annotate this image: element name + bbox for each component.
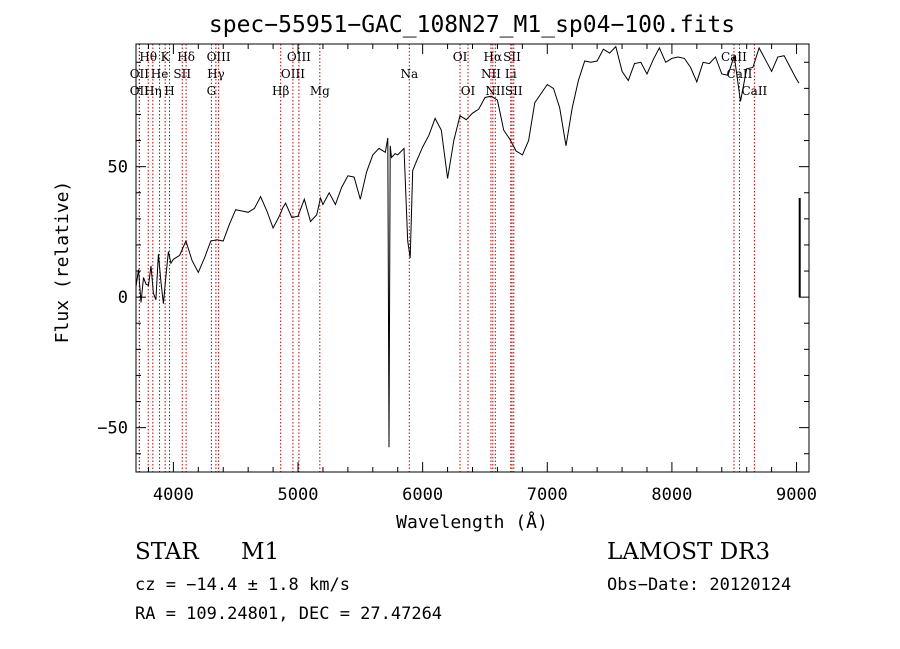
axes: 4000 5000 6000 7000 8000 9000 −50 0 50 (97, 44, 817, 505)
series-layer (135, 45, 801, 448)
x-tick-label: 9000 (776, 485, 817, 505)
spectral-line-label: NII (485, 84, 505, 98)
coordinates: RA = 109.24801, DEC = 27.47264 (135, 604, 442, 624)
spectral-line-label: Hδ (177, 50, 195, 64)
object-class: STAR (135, 539, 199, 565)
spectral-line-label: He (151, 67, 169, 81)
x-tick-label: 8000 (651, 485, 692, 505)
x-tick-label: 4000 (153, 485, 194, 505)
spectral-line-label: OIII (281, 67, 305, 81)
spectral-line-label: Hβ (272, 84, 289, 98)
spectral-line-label: Hγ (207, 67, 225, 81)
line-markers (138, 44, 755, 472)
spectral-line-label: Hα (484, 50, 503, 64)
spectral-line-label: OII (130, 84, 150, 98)
y-tick-label: 0 (118, 288, 128, 308)
spectral-line-label: OIII (287, 50, 311, 64)
observation-date: Obs−Date: 20120124 (607, 575, 791, 595)
spectral-line-label: Mg (310, 84, 330, 98)
spectral-line-label: K (161, 50, 171, 64)
spectral-line-label: Hθ (139, 50, 157, 64)
spectral-line-label: SII (505, 84, 523, 98)
x-tick-label: 5000 (278, 485, 319, 505)
x-tick-label: 6000 (402, 485, 443, 505)
spectral-line-label: CaII (741, 84, 767, 98)
spectral-line-label: OIII (207, 50, 231, 64)
spectral-line-label: SII (503, 50, 521, 64)
chart-title: spec−55951−GAC_108N27_M1_sp04−100.fits (209, 12, 735, 38)
spectral-line-label: OI (453, 50, 468, 64)
y-tick-label: 50 (108, 158, 128, 178)
spectrum-line (135, 45, 800, 448)
spectral-line-label: H (164, 84, 174, 98)
x-tick-label: 7000 (527, 485, 568, 505)
spectral-line-label: NII (481, 67, 501, 81)
y-axis-label: Flux (relative) (52, 181, 73, 344)
x-axis-label: Wavelength (Å) (396, 511, 548, 533)
spectral-line-label: OI (461, 84, 476, 98)
plot-frame (135, 43, 810, 473)
spectral-line-label: OII (130, 67, 150, 81)
spectral-line-label: G (207, 84, 217, 98)
spectral-line-label: SII (173, 67, 191, 81)
y-tick-label: −50 (97, 419, 128, 439)
spectral-line-label: Hη (144, 84, 162, 98)
spectral-line-label: Na (400, 67, 418, 81)
survey-name: LAMOST DR3 (607, 539, 770, 565)
object-subclass: M1 (241, 539, 279, 565)
spectral-line-label: Li (505, 67, 517, 81)
redshift-velocity: cz = −14.4 ± 1.8 km/s (135, 575, 350, 595)
